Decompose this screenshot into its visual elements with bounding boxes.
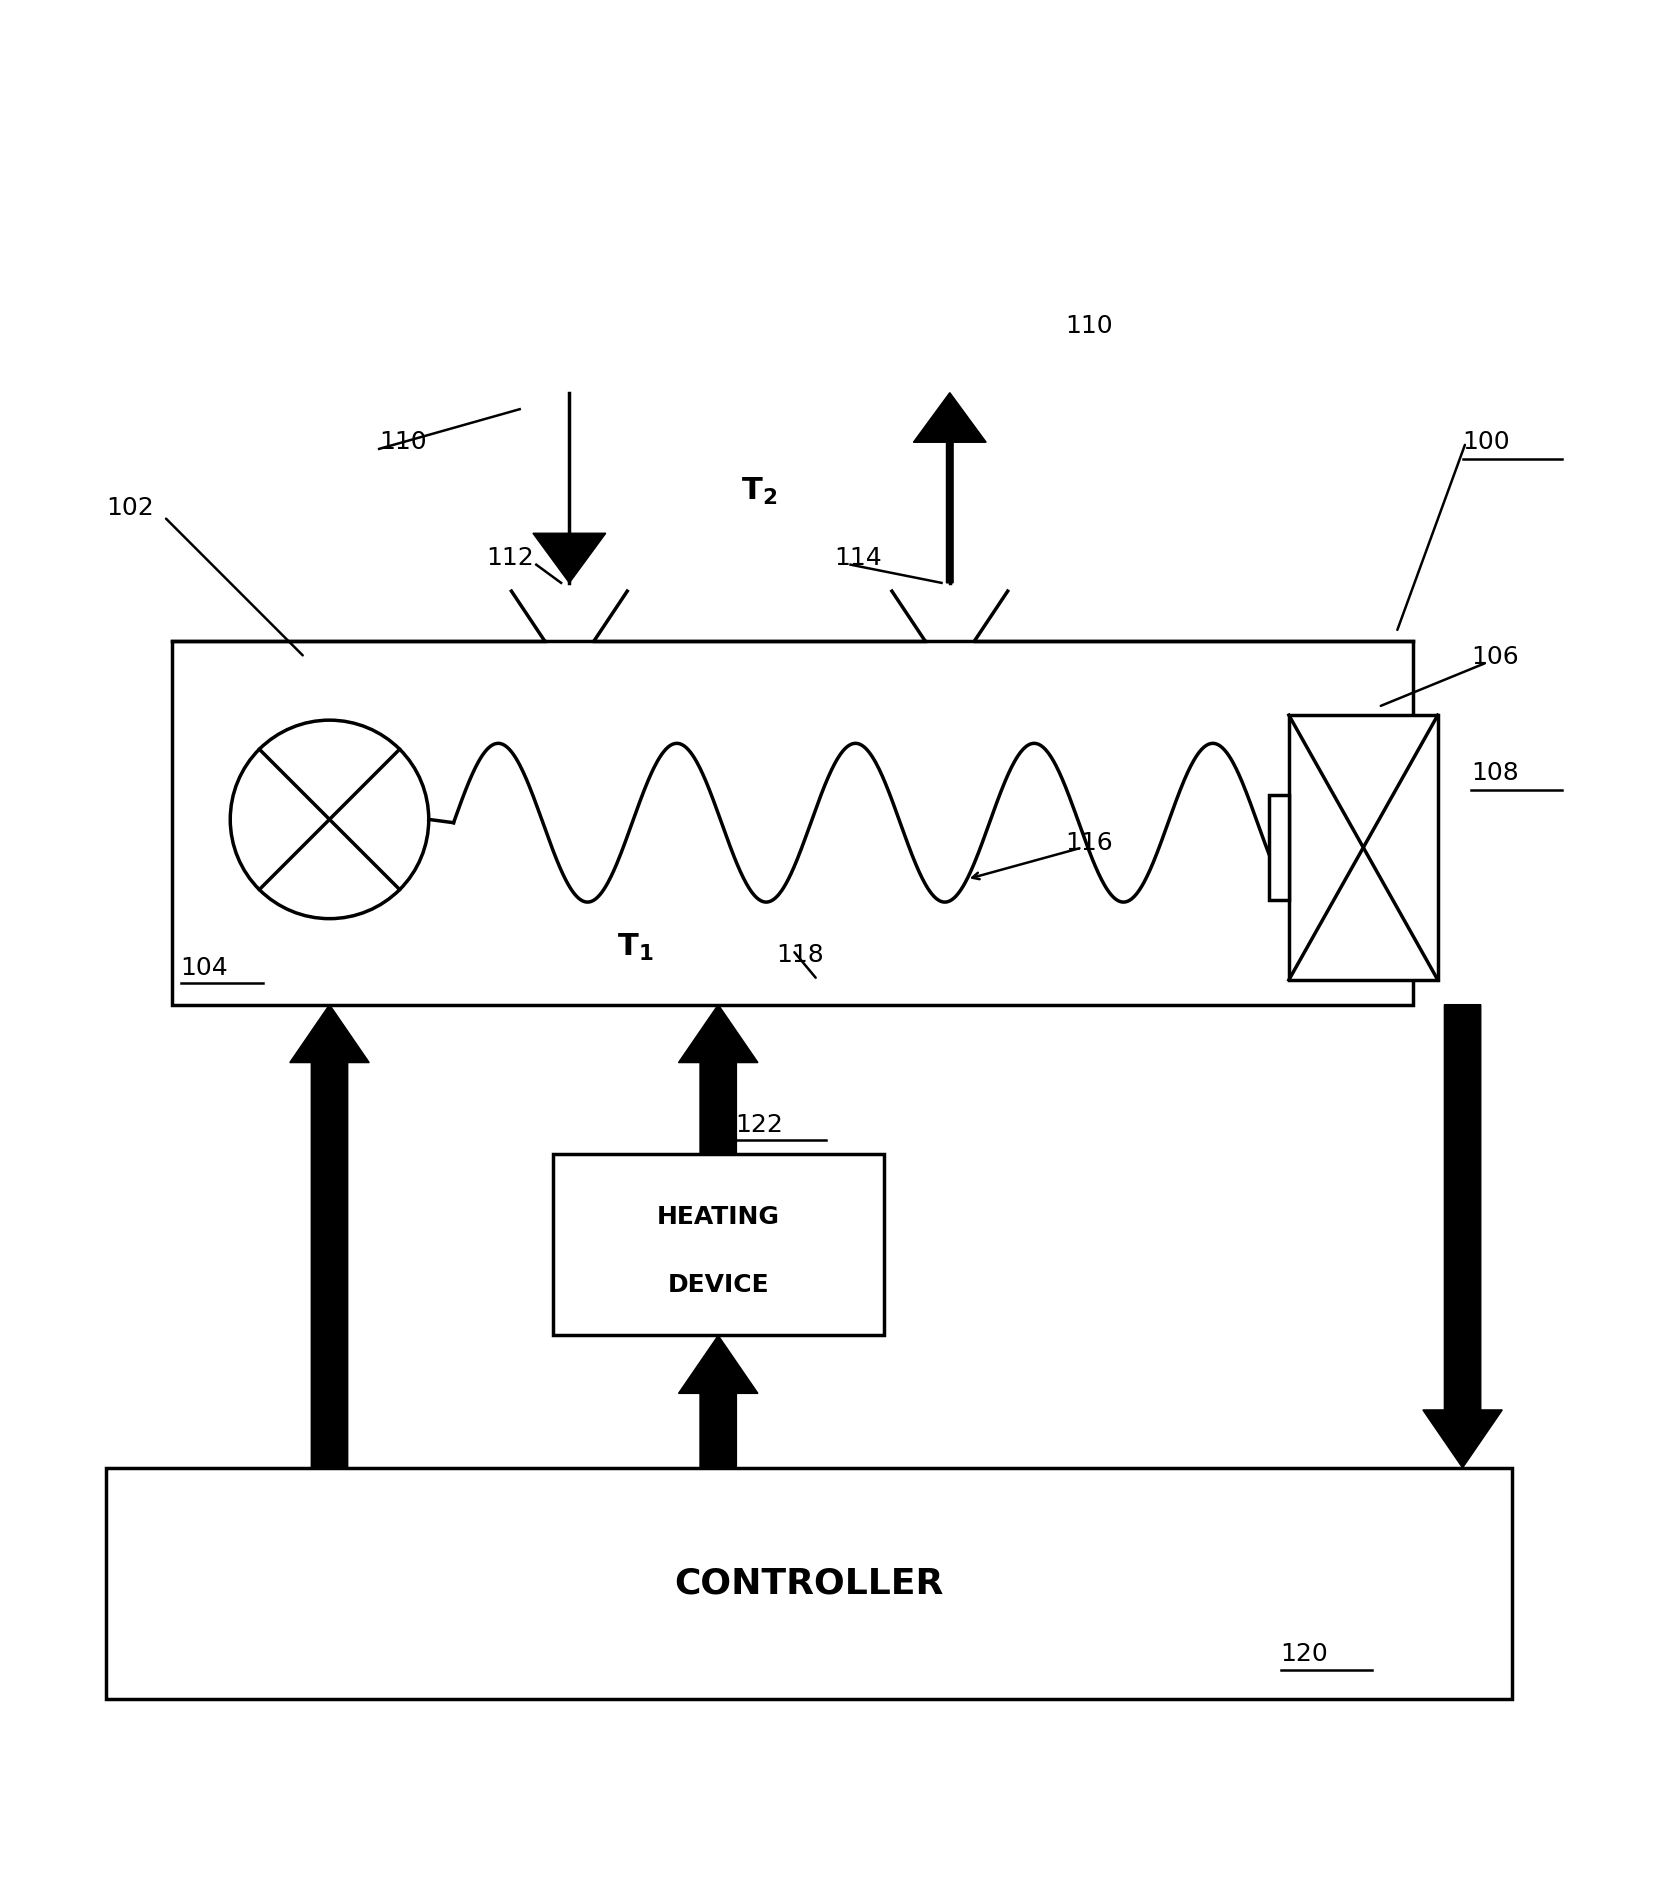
Bar bbox=[107, 1468, 1513, 1699]
Text: 122: 122 bbox=[734, 1113, 782, 1137]
Text: 110: 110 bbox=[379, 430, 427, 454]
Polygon shape bbox=[290, 1004, 369, 1468]
Text: 104: 104 bbox=[180, 955, 229, 980]
Polygon shape bbox=[679, 1004, 757, 1154]
Bar bbox=[1269, 794, 1289, 901]
Bar bbox=[1289, 715, 1438, 980]
Polygon shape bbox=[914, 392, 986, 584]
Text: 108: 108 bbox=[1471, 760, 1518, 785]
Text: 118: 118 bbox=[776, 942, 824, 967]
Text: HEATING: HEATING bbox=[657, 1205, 779, 1229]
Bar bbox=[172, 640, 1413, 1004]
Polygon shape bbox=[679, 1336, 757, 1468]
Text: $\mathbf{T_2}$: $\mathbf{T_2}$ bbox=[742, 477, 777, 507]
Text: CONTROLLER: CONTROLLER bbox=[674, 1567, 944, 1601]
Polygon shape bbox=[534, 533, 605, 584]
Polygon shape bbox=[1423, 1004, 1503, 1468]
Text: 116: 116 bbox=[1066, 830, 1113, 854]
Text: 112: 112 bbox=[487, 546, 534, 571]
Text: 100: 100 bbox=[1463, 430, 1510, 454]
Text: 110: 110 bbox=[1066, 315, 1113, 338]
Text: 120: 120 bbox=[1281, 1642, 1328, 1667]
Bar bbox=[552, 1154, 884, 1336]
Text: 102: 102 bbox=[107, 496, 153, 520]
Text: $\mathbf{T_1}$: $\mathbf{T_1}$ bbox=[617, 933, 654, 963]
Text: DEVICE: DEVICE bbox=[667, 1273, 769, 1297]
Text: 114: 114 bbox=[834, 546, 882, 571]
Text: 106: 106 bbox=[1471, 646, 1518, 670]
Circle shape bbox=[230, 721, 429, 918]
